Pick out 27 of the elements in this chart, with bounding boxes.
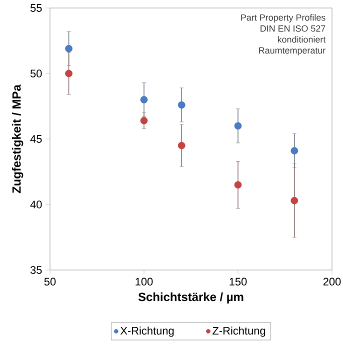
y-tick-label: 55 bbox=[30, 4, 42, 12]
y-tick-label: 40 bbox=[30, 200, 42, 208]
point bbox=[234, 122, 242, 130]
point bbox=[234, 181, 242, 189]
x-tick-label: 100 bbox=[136, 278, 153, 286]
point bbox=[65, 44, 72, 52]
annotation: konditioniert bbox=[278, 36, 326, 43]
annotation: Part Property Profiles bbox=[241, 14, 326, 22]
annotation: DIN EN ISO 527 bbox=[260, 25, 326, 32]
x-tick-label: 150 bbox=[230, 278, 247, 286]
legend-label: X-Richtung bbox=[120, 326, 174, 337]
point bbox=[65, 70, 72, 78]
x-tick-label: 50 bbox=[44, 278, 56, 286]
x-axis-title: Schichtstärke / µm bbox=[138, 292, 244, 304]
y-axis-title: Zugfestigkeit / MPa bbox=[12, 84, 24, 194]
point bbox=[178, 142, 186, 150]
y-tick-label: 50 bbox=[30, 70, 42, 78]
x-tick-label: 200 bbox=[323, 278, 341, 286]
point bbox=[140, 116, 148, 124]
point bbox=[178, 101, 186, 109]
y-tick-label: 45 bbox=[30, 135, 42, 143]
point bbox=[140, 96, 148, 104]
y-tick-label: 35 bbox=[30, 266, 42, 274]
point bbox=[290, 147, 298, 154]
annotation: Raumtemperatur bbox=[259, 47, 326, 56]
legend-label: Z-Richtung bbox=[212, 326, 266, 337]
point bbox=[290, 196, 298, 204]
